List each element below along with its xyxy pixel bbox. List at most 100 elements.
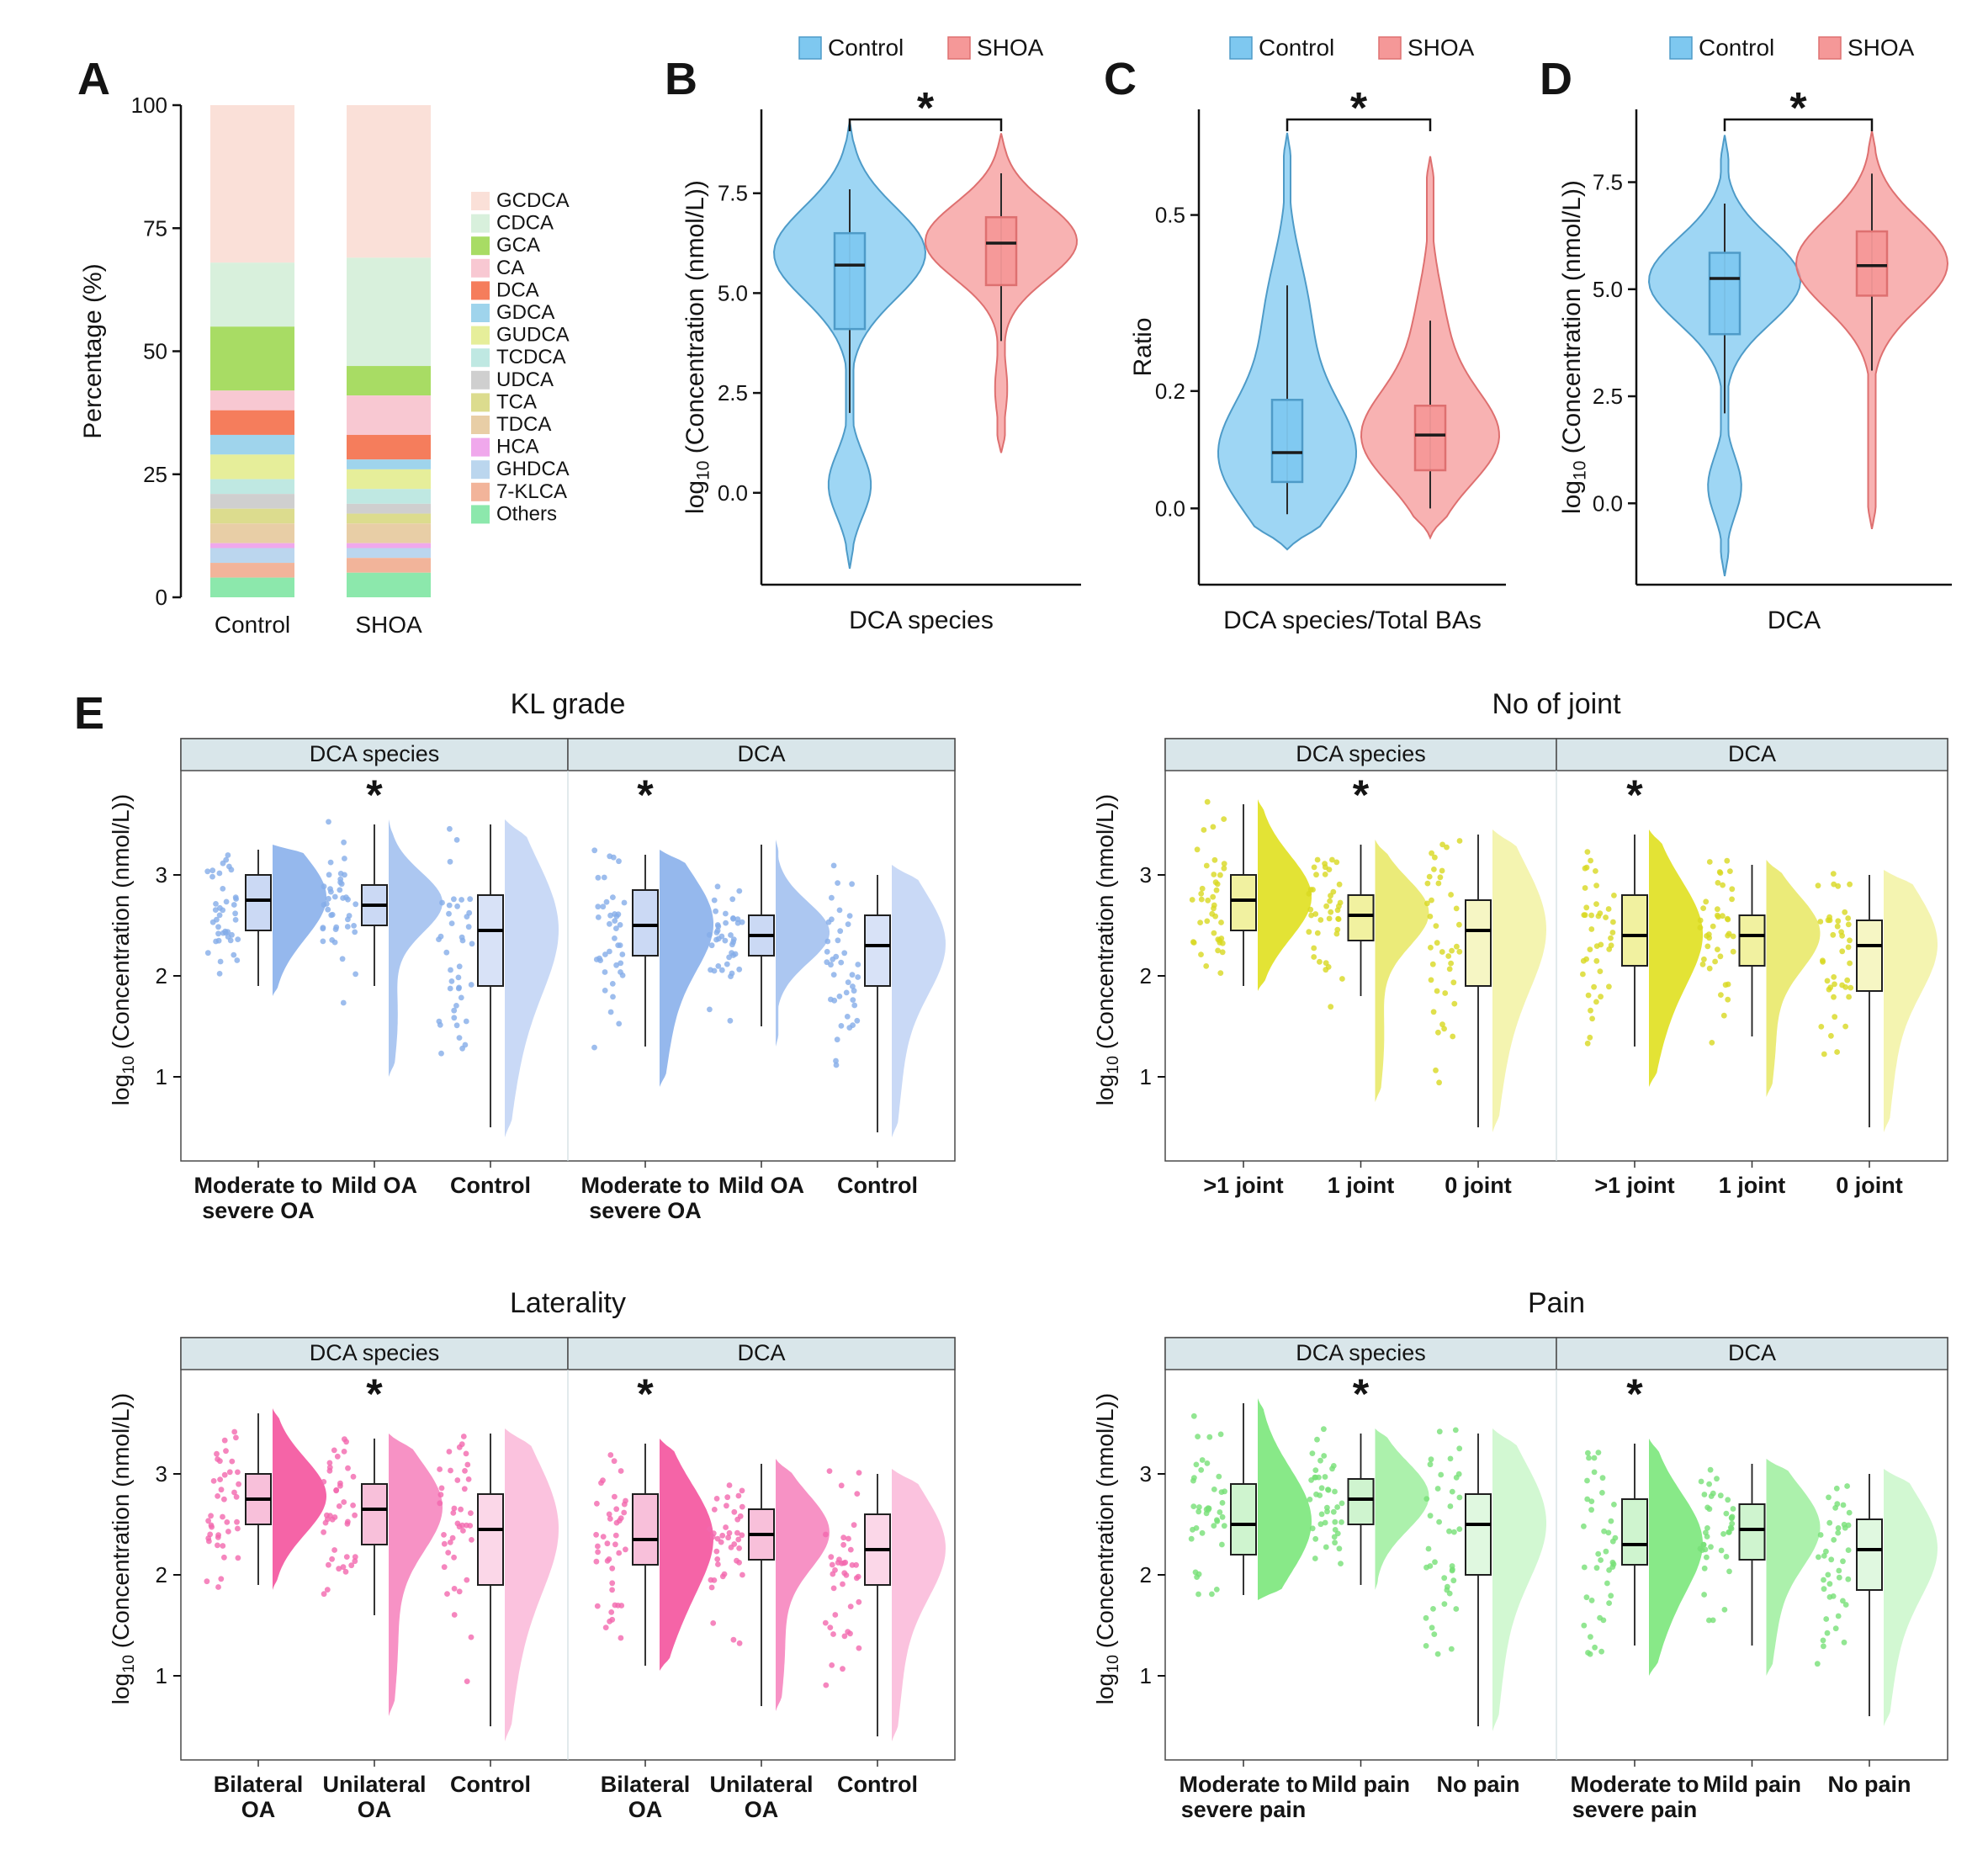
data-point xyxy=(454,1520,461,1527)
significance-asterisk: * xyxy=(366,771,383,819)
x-category-label: Mild pain xyxy=(1312,1772,1410,1797)
data-point xyxy=(617,922,623,928)
data-point xyxy=(1308,1477,1314,1483)
data-point xyxy=(464,1522,469,1529)
x-category-label: Control xyxy=(837,1173,918,1198)
data-point xyxy=(447,858,453,865)
x-category-label: 1 joint xyxy=(1328,1173,1395,1198)
data-point xyxy=(1204,918,1211,925)
x-category-label: severe OA xyxy=(589,1198,702,1223)
data-point xyxy=(1211,902,1217,909)
data-point xyxy=(1446,1528,1452,1534)
data-point xyxy=(351,923,357,929)
data-point xyxy=(1219,1541,1225,1548)
significance-asterisk: * xyxy=(366,1370,383,1418)
data-point xyxy=(714,1556,721,1562)
data-point xyxy=(1333,930,1340,937)
legend-swatch-TCDCA xyxy=(471,348,490,368)
data-point xyxy=(333,1487,339,1494)
y-tick-label: 1 xyxy=(1140,1663,1152,1688)
legend-label-TDCA: TDCA xyxy=(496,413,551,436)
data-point xyxy=(850,997,856,1003)
legend-swatch-GCDCA xyxy=(471,192,490,210)
half-violin xyxy=(389,819,443,1077)
legend-label-control: Control xyxy=(1699,34,1774,61)
data-point xyxy=(1591,1455,1598,1461)
data-point xyxy=(722,937,729,944)
data-point xyxy=(1451,1000,1458,1007)
data-point xyxy=(1823,1616,1830,1622)
half-violin xyxy=(1492,829,1546,1132)
data-point xyxy=(1586,1455,1592,1461)
x-category-label: Mild OA xyxy=(331,1173,417,1198)
data-point xyxy=(341,1499,347,1505)
data-point xyxy=(235,936,241,942)
bar-segment-Others xyxy=(210,577,294,597)
box xyxy=(1230,874,1257,931)
bar-segment-TCDCA xyxy=(210,479,294,495)
data-point xyxy=(1423,1643,1429,1649)
data-point xyxy=(1439,1021,1445,1028)
y-tick-label: 25 xyxy=(143,462,167,487)
data-point xyxy=(713,908,718,914)
data-point xyxy=(1610,919,1616,925)
data-point xyxy=(1580,971,1586,978)
data-point xyxy=(736,966,743,973)
data-point xyxy=(1584,1496,1591,1503)
data-point xyxy=(1219,949,1226,956)
data-point xyxy=(850,1022,856,1028)
legend-swatch-Others xyxy=(471,505,490,524)
data-point xyxy=(708,1584,715,1591)
data-point xyxy=(323,901,330,907)
data-point xyxy=(715,1561,721,1567)
data-point xyxy=(1608,942,1614,949)
bar-segment-GCDCA xyxy=(210,105,294,263)
data-point xyxy=(739,1532,745,1539)
x-category-label: No pain xyxy=(1828,1772,1911,1797)
data-point xyxy=(612,1493,618,1500)
data-point xyxy=(723,1524,729,1530)
data-point xyxy=(1823,1548,1829,1555)
data-point xyxy=(1839,982,1846,988)
data-point xyxy=(595,904,602,910)
data-point xyxy=(1706,965,1713,972)
data-point xyxy=(1826,1581,1833,1587)
data-point xyxy=(456,1588,463,1595)
legend-label-control: Control xyxy=(1259,34,1334,61)
data-point xyxy=(1306,891,1312,897)
data-point xyxy=(1219,1500,1226,1506)
data-point xyxy=(1588,1634,1593,1640)
data-point xyxy=(1826,1494,1832,1501)
data-point xyxy=(1817,1532,1824,1538)
data-point xyxy=(1217,970,1224,976)
x-category-label: Control xyxy=(450,1772,531,1797)
data-point xyxy=(1199,1457,1206,1463)
data-point xyxy=(223,898,230,905)
data-point xyxy=(1841,1521,1848,1528)
data-point xyxy=(1222,1488,1227,1495)
data-point xyxy=(1708,1493,1715,1499)
data-point xyxy=(216,870,223,877)
data-point xyxy=(1845,915,1852,921)
data-point xyxy=(618,1603,625,1609)
data-point xyxy=(1845,944,1852,951)
data-point xyxy=(210,1478,217,1484)
data-point xyxy=(1332,1488,1338,1495)
data-point xyxy=(739,1503,745,1510)
data-point xyxy=(855,974,861,980)
data-point xyxy=(450,1510,457,1516)
data-point xyxy=(1424,900,1430,907)
data-point xyxy=(1599,1490,1605,1496)
half-violin xyxy=(273,845,326,996)
data-point xyxy=(1593,943,1600,949)
half-violin xyxy=(660,1439,713,1671)
legend-swatch-7-KLCA xyxy=(471,482,490,501)
box xyxy=(477,1493,504,1586)
data-point xyxy=(840,1534,847,1541)
data-point xyxy=(1697,1545,1704,1552)
data-point xyxy=(850,983,856,989)
data-point xyxy=(1456,1445,1463,1452)
x-category-label: Unilateral xyxy=(322,1772,426,1797)
